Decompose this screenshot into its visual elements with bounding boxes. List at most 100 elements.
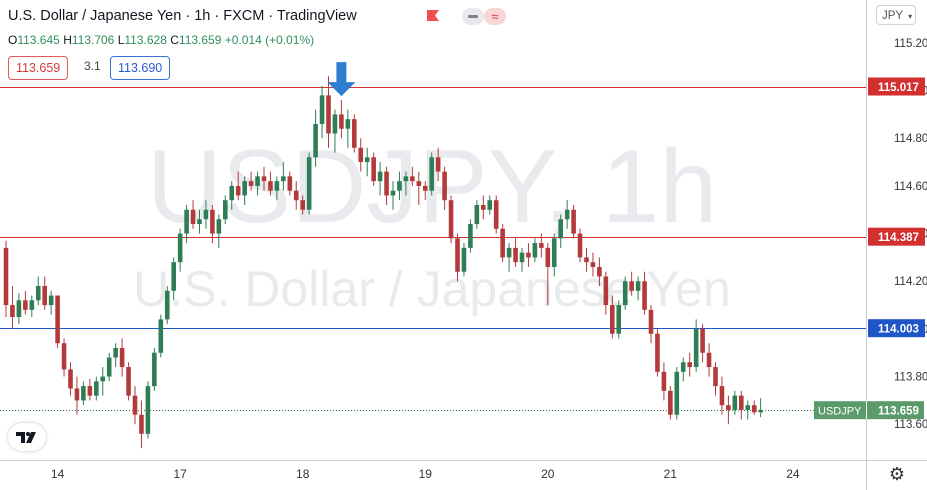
candle-body bbox=[745, 405, 751, 410]
candle-body bbox=[655, 333, 660, 372]
open-value: 113.645 bbox=[17, 33, 60, 47]
candle bbox=[461, 243, 467, 277]
candle-body bbox=[345, 119, 351, 129]
candle-body bbox=[152, 352, 157, 387]
candle-body bbox=[706, 352, 712, 368]
candle bbox=[281, 162, 286, 191]
candle bbox=[164, 286, 170, 325]
candle-body bbox=[519, 252, 525, 263]
candle bbox=[545, 243, 551, 306]
candle-body bbox=[339, 114, 344, 129]
candle-body bbox=[668, 390, 673, 415]
x-tick-label: 14 bbox=[51, 467, 65, 481]
settings-gear-icon[interactable]: ⚙ bbox=[888, 464, 906, 484]
x-tick-label: 19 bbox=[419, 467, 433, 481]
candle-body bbox=[313, 123, 318, 158]
candle bbox=[584, 247, 589, 272]
x-tick-label: 20 bbox=[541, 467, 555, 481]
candle bbox=[622, 276, 628, 310]
buy-price-button[interactable]: 113.690 bbox=[110, 56, 171, 80]
horizontal-lines-layer bbox=[0, 87, 866, 411]
candle bbox=[42, 276, 47, 310]
candle-body bbox=[455, 238, 460, 272]
candle-body bbox=[210, 209, 215, 234]
price-axis[interactable]: 115.200115.000114.800114.600114.400114.2… bbox=[814, 0, 927, 490]
candle-body bbox=[35, 286, 41, 301]
candle bbox=[326, 76, 331, 148]
candle-body bbox=[687, 362, 692, 368]
candle bbox=[377, 162, 383, 196]
candle bbox=[274, 176, 280, 201]
candle-body bbox=[461, 247, 467, 272]
sell-price-button[interactable]: 113.659 bbox=[8, 56, 69, 80]
candle-body bbox=[287, 176, 293, 191]
candle-body bbox=[564, 209, 570, 220]
candle bbox=[268, 171, 273, 196]
compare-button[interactable]: ≈ bbox=[484, 8, 506, 25]
candle-body bbox=[261, 176, 267, 182]
candle-body bbox=[371, 157, 376, 182]
y-tick-label: 113.600 bbox=[894, 419, 927, 431]
candle-body bbox=[603, 276, 609, 306]
candle-body bbox=[642, 281, 647, 310]
tradingview-logo-icon[interactable] bbox=[8, 423, 46, 451]
candle-body bbox=[55, 295, 60, 344]
candle bbox=[23, 290, 28, 315]
candle bbox=[597, 257, 602, 287]
candle-body bbox=[526, 252, 531, 258]
candle bbox=[87, 378, 93, 401]
x-tick-label: 18 bbox=[296, 467, 310, 481]
candle bbox=[661, 362, 667, 401]
candle-body bbox=[648, 309, 654, 334]
candle-body bbox=[751, 405, 757, 413]
candle bbox=[455, 233, 460, 282]
time-axis[interactable]: 14 17 18 19 20 21 24 bbox=[0, 460, 927, 490]
candle bbox=[319, 85, 325, 139]
candle bbox=[500, 224, 505, 263]
currency-select-value: JPY bbox=[882, 10, 903, 22]
candle bbox=[68, 362, 73, 396]
candle-body bbox=[377, 171, 383, 182]
candle bbox=[145, 381, 151, 439]
candle bbox=[693, 319, 699, 372]
candle-body bbox=[177, 233, 183, 263]
candle bbox=[635, 276, 641, 301]
x-tick-label: 24 bbox=[786, 467, 800, 481]
candle-body bbox=[513, 247, 518, 263]
candle bbox=[203, 200, 209, 229]
candle bbox=[435, 147, 441, 182]
candle bbox=[610, 295, 615, 339]
candle-body bbox=[132, 395, 138, 415]
last-price-value: 113.659 bbox=[878, 406, 919, 418]
candle-body bbox=[558, 219, 563, 239]
candle-body bbox=[481, 204, 486, 210]
spread-value: 3.1 bbox=[84, 59, 101, 73]
candle bbox=[603, 271, 609, 315]
x-tick-label: 17 bbox=[173, 467, 187, 481]
candle bbox=[506, 243, 512, 272]
candle bbox=[384, 166, 389, 205]
candle-body bbox=[680, 362, 686, 372]
currency-select[interactable]: JPY ▾ bbox=[876, 5, 916, 25]
candle bbox=[61, 338, 67, 377]
candle-body bbox=[48, 295, 54, 306]
candle bbox=[429, 152, 434, 196]
candle bbox=[287, 171, 293, 196]
candle bbox=[306, 152, 312, 215]
alert-flag-icon[interactable] bbox=[427, 10, 439, 21]
candle bbox=[719, 376, 725, 415]
candle bbox=[229, 181, 235, 210]
minimize-legend-button[interactable] bbox=[462, 8, 484, 25]
candle bbox=[468, 219, 473, 253]
time-axis-background bbox=[0, 460, 866, 490]
candle-body bbox=[571, 209, 576, 234]
annotation-layer bbox=[327, 62, 356, 97]
level-label-bg bbox=[868, 319, 925, 338]
candle-body bbox=[158, 319, 164, 353]
candle-body bbox=[61, 343, 67, 370]
candle-body bbox=[23, 300, 28, 310]
candle bbox=[487, 195, 493, 215]
candle-body bbox=[584, 257, 589, 263]
candle bbox=[158, 314, 164, 358]
